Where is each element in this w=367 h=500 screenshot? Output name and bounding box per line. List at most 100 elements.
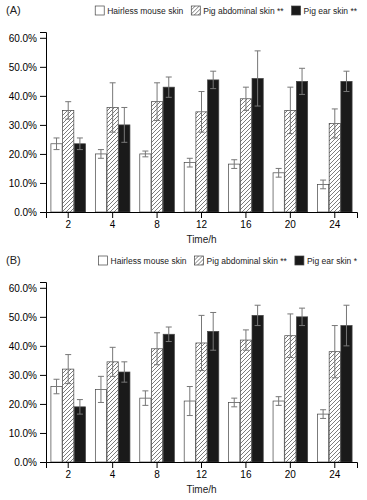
y-tick: 20.0% [9, 149, 46, 160]
y-tick: 30.0% [9, 120, 46, 131]
series [74, 51, 352, 212]
y-tick: 20.0% [9, 399, 46, 410]
error-bar [255, 51, 261, 106]
y-tick-label: 50.0% [9, 62, 37, 73]
y-tick-mark [40, 212, 46, 213]
x-tick-label: 8 [154, 219, 160, 230]
bar [163, 87, 174, 212]
y-tick-mark [40, 404, 46, 405]
bar [119, 372, 130, 462]
y-tick-label: 20.0% [9, 399, 37, 410]
x-tick-label: 4 [110, 219, 116, 230]
error-bar [255, 305, 261, 325]
x-tick: 12 [196, 462, 208, 480]
panel-label: (B) [6, 254, 21, 266]
legend-swatch [99, 256, 108, 265]
error-bar [142, 151, 148, 157]
x-tick: 4 [110, 462, 116, 480]
y-tick-label: 40.0% [9, 91, 37, 102]
x-tick-mark [112, 462, 113, 468]
x-tick-mark [201, 462, 202, 468]
bar [229, 164, 240, 212]
x-axis-line [47, 213, 358, 219]
panel-label: (A) [6, 4, 21, 16]
bar [140, 398, 151, 462]
x-tick-mark [334, 212, 335, 218]
x-axis: 24812162024 [47, 212, 358, 230]
error-bar [276, 397, 282, 406]
error-bar [199, 92, 205, 133]
error-bar [187, 158, 193, 167]
bar [229, 402, 240, 462]
x-tick: 8 [154, 462, 160, 480]
error-bar [320, 410, 326, 419]
x-tick: 20 [285, 462, 297, 480]
error-bar [110, 347, 116, 376]
error-bar [154, 83, 160, 121]
y-tick-label: 30.0% [9, 370, 37, 381]
error-bar [77, 138, 83, 150]
x-tick-mark [157, 462, 158, 468]
x-tick-label: 12 [196, 219, 208, 230]
marks [51, 51, 352, 212]
error-bar [154, 333, 160, 365]
y-tick-mark [40, 38, 46, 39]
y-tick: 40.0% [9, 91, 46, 102]
y-tick-mark [40, 288, 46, 289]
error-bar [287, 87, 293, 133]
x-tick-mark [68, 212, 69, 218]
legend-item: Hairless mouse skin [95, 6, 183, 16]
legend-item: Pig abdominal skin ** [195, 256, 288, 266]
legend-item: Pig ear skin ** [292, 6, 358, 16]
y-tick-label: 60.0% [9, 33, 37, 44]
x-tick-label: 8 [154, 469, 160, 480]
bar [74, 144, 85, 212]
error-bar [142, 391, 148, 406]
error-bar [65, 355, 71, 384]
x-tick-mark [290, 212, 291, 218]
series [74, 305, 352, 462]
error-bar [343, 305, 349, 346]
bar [184, 163, 195, 212]
error-bar [121, 362, 127, 382]
error-bar [231, 398, 237, 407]
x-tick: 2 [65, 212, 71, 230]
legend: Hairless mouse skin Pig abdominal skin **… [95, 6, 357, 16]
legend-swatch [195, 256, 204, 265]
y-tick: 60.0% [9, 33, 46, 44]
x-tick-mark [245, 212, 246, 218]
error-bar [121, 107, 127, 142]
y-tick-mark [40, 67, 46, 68]
y-tick-label: 30.0% [9, 120, 37, 131]
y-tick: 0.0% [14, 207, 46, 218]
plot: 0.0%10.0%20.0%30.0%40.0%50.0%60.0%248121… [9, 283, 358, 496]
x-tick: 12 [196, 212, 208, 230]
x-tick-mark [245, 462, 246, 468]
x-tick-mark [112, 212, 113, 218]
error-bar [276, 168, 282, 177]
legend-label: Hairless mouse skin [107, 6, 183, 16]
x-tick-mark [68, 462, 69, 468]
error-bar [65, 102, 71, 119]
x-tick-mark [157, 212, 158, 218]
y-axis-line [40, 33, 47, 213]
error-bar [332, 109, 338, 138]
bar [296, 81, 307, 212]
y-tick: 30.0% [9, 370, 46, 381]
error-bar [77, 400, 83, 415]
error-bar [243, 87, 249, 110]
y-axis-line [40, 283, 47, 463]
bar [163, 334, 174, 462]
y-tick-label: 40.0% [9, 341, 37, 352]
y-tick-mark [40, 346, 46, 347]
x-tick-label: 20 [285, 469, 297, 480]
x-tick: 16 [240, 212, 252, 230]
legend-label: Pig abdominal skin ** [203, 6, 284, 16]
error-bar [231, 160, 237, 169]
legend-item: Pig ear skin * [295, 256, 358, 266]
x-tick: 24 [329, 462, 341, 480]
x-tick: 20 [285, 212, 297, 230]
y-tick: 50.0% [9, 62, 46, 73]
y-tick-label: 60.0% [9, 283, 37, 294]
x-axis: 24812162024 [47, 462, 358, 480]
